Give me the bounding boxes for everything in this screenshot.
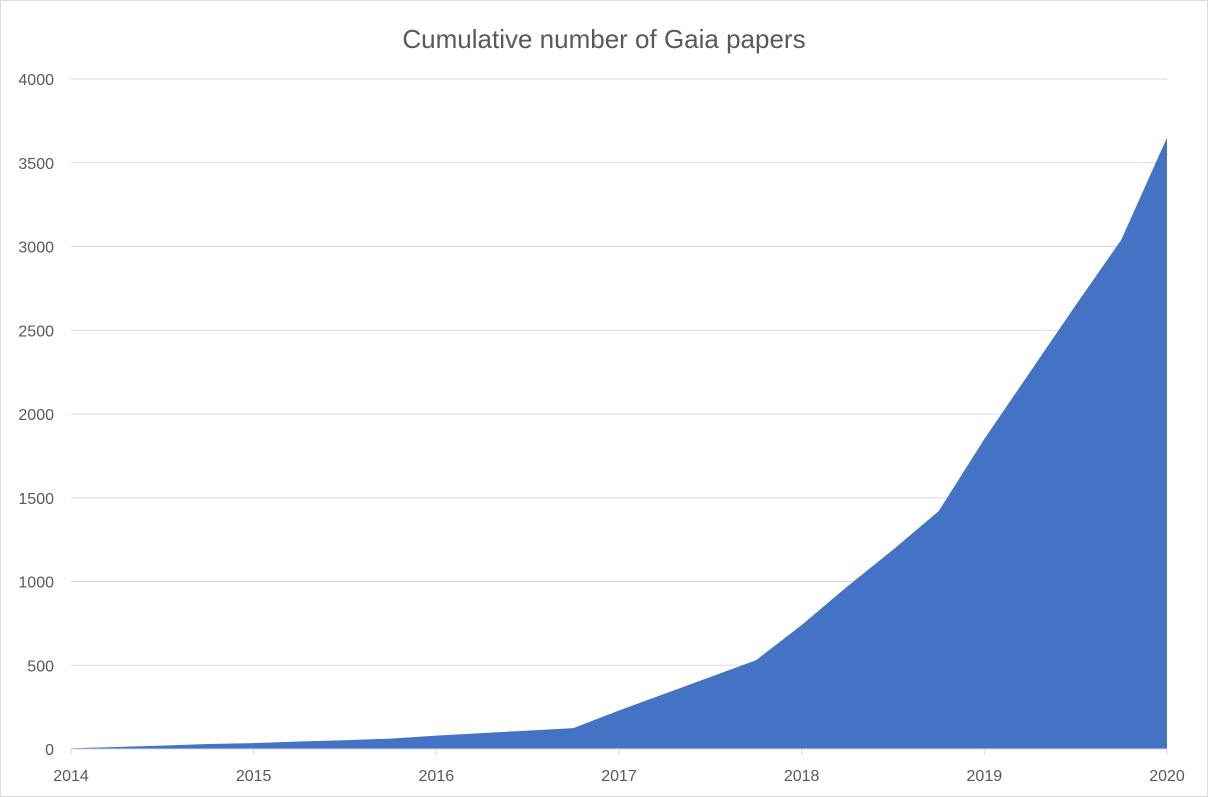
x-tick-label: 2019	[967, 768, 1003, 785]
area-series	[71, 137, 1167, 750]
x-tick-labels: 2014 2015 2016 2017 2018 2019 2020	[53, 768, 1185, 785]
x-tick-label: 2017	[601, 768, 637, 785]
x-tick-label: 2015	[236, 768, 272, 785]
chart-title: Cumulative number of Gaia papers	[402, 24, 805, 54]
x-tick-label: 2016	[419, 768, 455, 785]
y-tick-label: 1500	[18, 491, 54, 508]
x-tick-label: 2018	[784, 768, 820, 785]
y-tick-label: 500	[27, 658, 54, 675]
y-tick-label: 3500	[18, 156, 54, 173]
area-fill	[71, 137, 1167, 750]
x-axis	[70, 748, 1168, 755]
y-tick-label: 0	[45, 742, 54, 759]
x-tick-label: 2014	[53, 768, 89, 785]
y-tick-label: 4000	[18, 72, 54, 89]
x-tick-label: 2020	[1149, 768, 1185, 785]
y-tick-label: 1000	[18, 575, 54, 592]
y-tick-labels: 0 500 1000 1500 2000 2500 3000 3500 4000	[18, 72, 54, 759]
y-tick-label: 2500	[18, 323, 54, 340]
gridlines	[71, 78, 1167, 666]
y-tick-label: 3000	[18, 240, 54, 257]
y-tick-label: 2000	[18, 407, 54, 424]
